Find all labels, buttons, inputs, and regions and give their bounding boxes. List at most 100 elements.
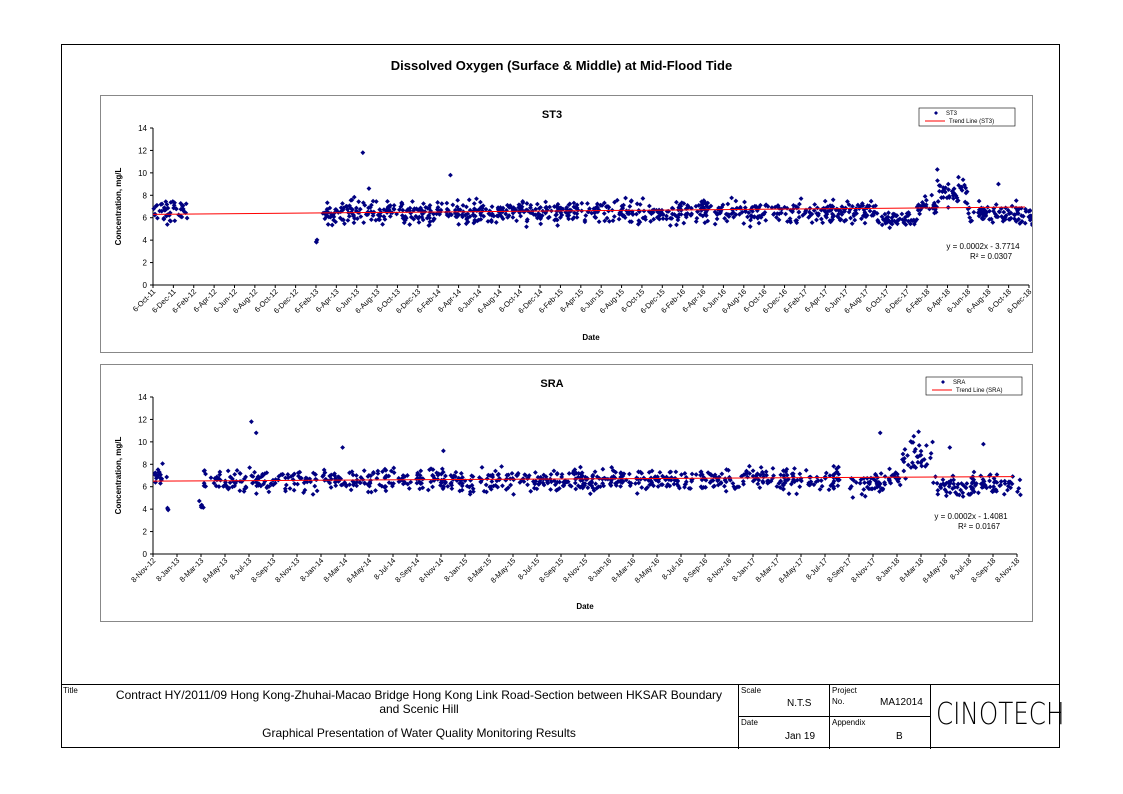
- data-point: [587, 491, 593, 497]
- data-point: [585, 201, 590, 206]
- data-point: [255, 474, 261, 480]
- x-tick-label: 8-Nov-13: [273, 556, 301, 584]
- data-point: [734, 484, 740, 490]
- data-point: [931, 203, 937, 209]
- data-point: [518, 213, 524, 219]
- data-point: [419, 207, 425, 213]
- data-point: [574, 214, 580, 220]
- data-point: [859, 216, 864, 222]
- data-point: [918, 448, 924, 454]
- data-point: [817, 486, 823, 492]
- data-point: [386, 208, 392, 214]
- data-point: [998, 206, 1004, 211]
- data-point: [610, 218, 616, 224]
- data-point: [499, 464, 504, 469]
- data-point: [570, 216, 576, 222]
- data-point: [408, 214, 414, 220]
- data-point: [446, 213, 452, 219]
- data-point: [733, 198, 739, 204]
- data-point: [712, 221, 718, 227]
- data-point: [469, 473, 475, 479]
- data-point: [648, 219, 654, 224]
- data-point: [356, 199, 362, 205]
- data-point: [968, 219, 973, 224]
- data-point: [411, 216, 417, 222]
- data-point: [416, 219, 422, 225]
- data-point: [746, 463, 752, 469]
- data-point: [163, 199, 169, 205]
- data-point: [997, 483, 1003, 489]
- data-point: [869, 486, 875, 492]
- data-point: [407, 205, 413, 211]
- data-point: [541, 472, 547, 478]
- data-point: [636, 480, 642, 486]
- data-point: [906, 210, 911, 215]
- data-point: [665, 481, 671, 487]
- x-tick-label: 8-Nov-12: [129, 556, 157, 584]
- data-point: [202, 483, 208, 489]
- data-point: [643, 486, 649, 492]
- data-point: [994, 480, 1000, 485]
- data-point: [989, 488, 995, 494]
- data-point: [554, 203, 560, 209]
- chart-title: ST3: [542, 109, 562, 121]
- data-point: [696, 203, 702, 208]
- data-point: [610, 468, 616, 474]
- data-point: [699, 208, 704, 213]
- data-point: [962, 484, 968, 489]
- data-point: [962, 199, 968, 205]
- data-point: [919, 463, 925, 469]
- data-point: [597, 484, 603, 490]
- data-point: [589, 483, 595, 489]
- data-point: [566, 471, 572, 476]
- data-point: [548, 487, 553, 492]
- data-point: [724, 218, 730, 224]
- data-point: [414, 480, 420, 486]
- data-point: [865, 480, 871, 485]
- data-point: [655, 209, 661, 215]
- data-point: [514, 472, 519, 478]
- trend-r-squared: R² = 0.0167: [958, 522, 1001, 531]
- data-point: [910, 218, 915, 224]
- data-point: [283, 488, 288, 494]
- data-point: [748, 217, 753, 223]
- data-point: [628, 199, 634, 204]
- data-point: [199, 502, 205, 508]
- data-point: [232, 471, 238, 477]
- data-point: [675, 217, 681, 223]
- data-point: [172, 200, 177, 206]
- data-point: [831, 484, 837, 490]
- data-point: [295, 470, 301, 476]
- data-point: [366, 186, 372, 191]
- data-point: [291, 471, 297, 477]
- data-point: [854, 211, 859, 216]
- data-point: [312, 483, 318, 489]
- data-point: [602, 218, 608, 224]
- data-point: [346, 213, 352, 219]
- data-point: [815, 478, 821, 484]
- data-point: [450, 202, 456, 208]
- y-tick-label: 2: [143, 259, 148, 268]
- data-point: [812, 202, 818, 207]
- y-tick-label: 8: [143, 191, 148, 200]
- data-point: [792, 479, 797, 485]
- chart-panel-st3: ST3 0 2 4 6 8 10 12 14 Concentration, mg/L 6-Oct-1…: [100, 95, 1035, 353]
- data-point: [953, 490, 958, 495]
- data-point: [971, 477, 977, 483]
- data-point: [701, 198, 707, 203]
- data-point: [683, 214, 689, 220]
- data-point: [956, 174, 961, 180]
- data-point: [1027, 217, 1033, 223]
- data-point: [564, 205, 570, 210]
- data-point: [167, 210, 173, 216]
- data-point: [440, 469, 446, 475]
- data-point: [391, 465, 397, 471]
- drawing-subtitle: Graphical Presentation of Water Quality …: [262, 726, 576, 740]
- data-point: [375, 471, 381, 476]
- data-point: [946, 479, 952, 485]
- data-point: [441, 448, 446, 454]
- data-point: [448, 473, 454, 478]
- data-point: [683, 211, 689, 217]
- data-point: [383, 484, 389, 490]
- data-point: [160, 461, 165, 466]
